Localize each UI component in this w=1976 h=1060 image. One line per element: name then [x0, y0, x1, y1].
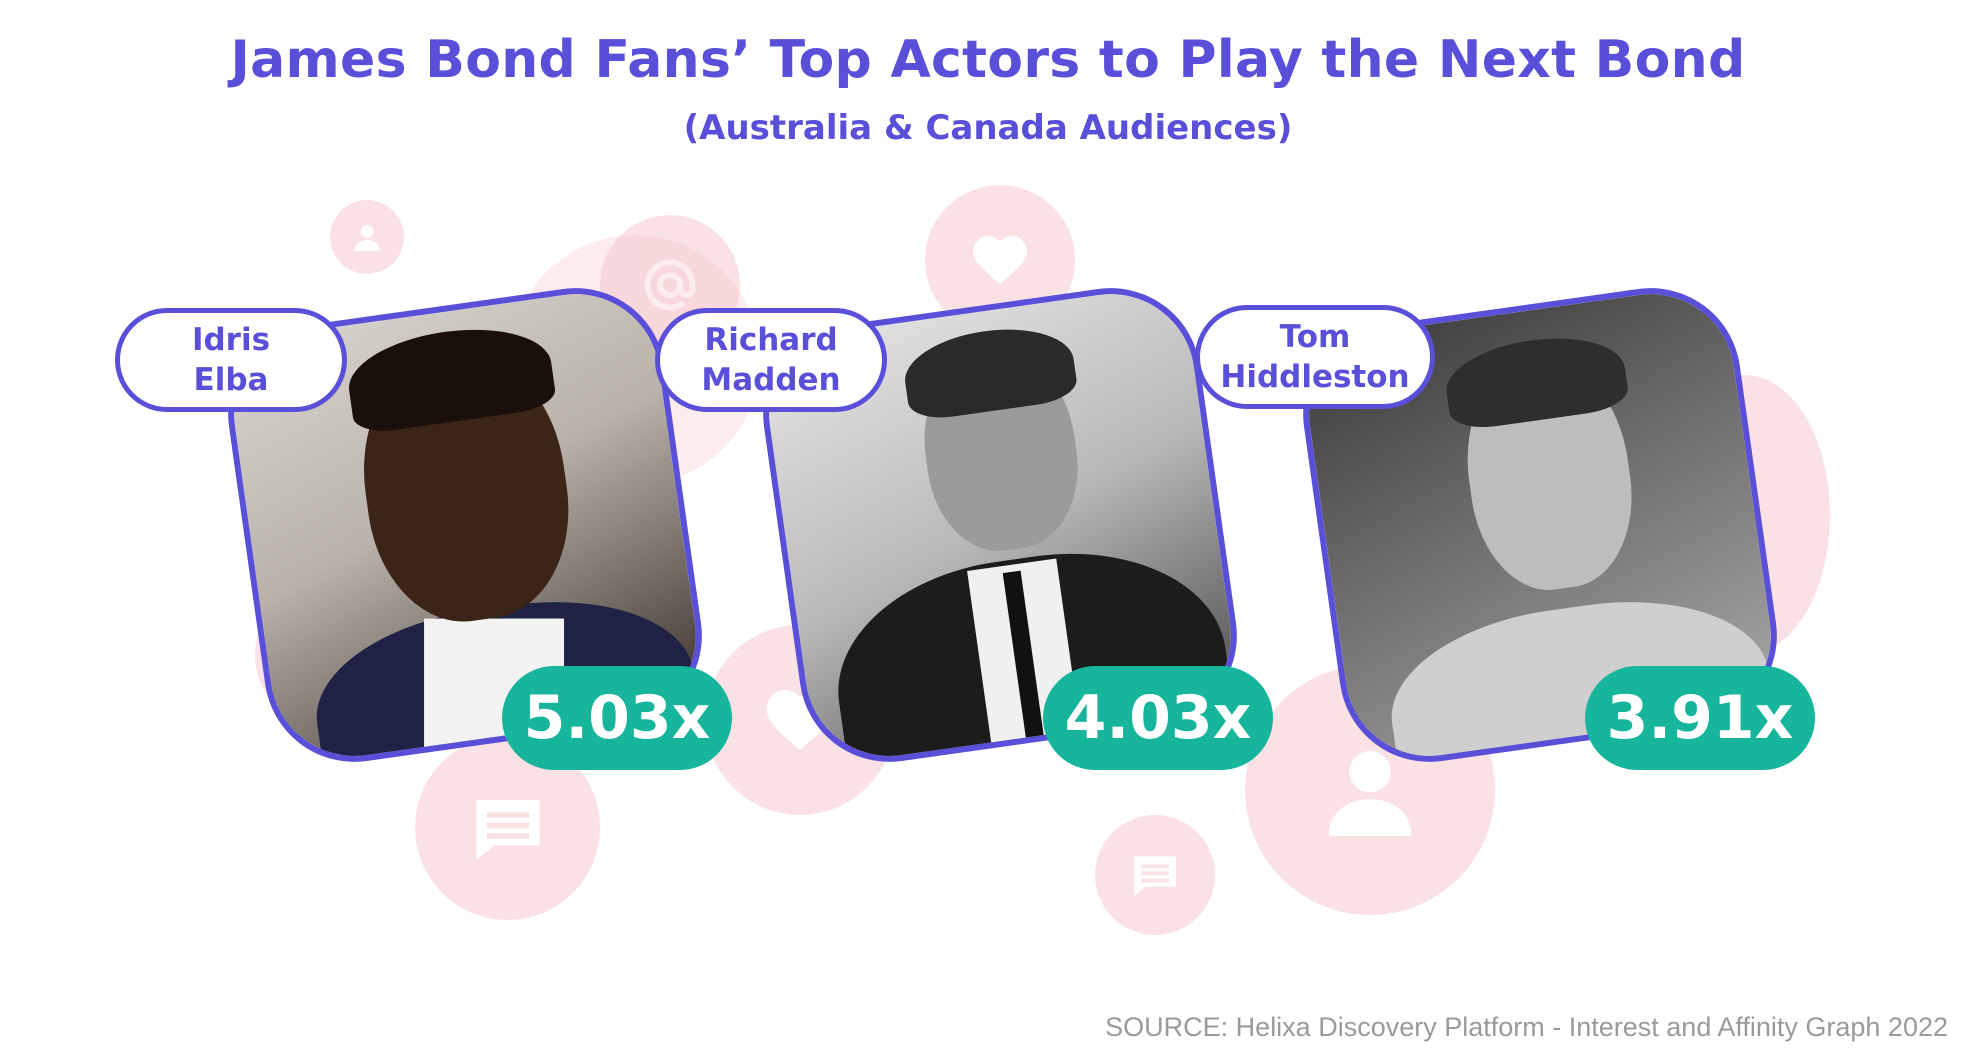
- at-icon: [644, 259, 696, 311]
- affinity-score-badge-3: 3.91x: [1585, 666, 1815, 770]
- actor-last-name: Hiddleston: [1220, 359, 1410, 395]
- affinity-score-badge-1: 5.03x: [502, 666, 732, 770]
- bubble-chat-icon-center: [1095, 815, 1215, 935]
- actor-first-name: Tom: [1279, 319, 1351, 355]
- bubble-user-icon-small: [330, 200, 404, 274]
- actor-first-name: Idris: [191, 322, 271, 358]
- bubble-chat-icon-left: [415, 735, 600, 920]
- heart-icon: [973, 236, 1027, 284]
- actor-name-badge-1: Idris Elba: [115, 308, 347, 412]
- actor-name-badge-3: Tom Hiddleston: [1195, 305, 1435, 409]
- page-title: James Bond Fans’ Top Actors to Play the …: [230, 30, 1746, 90]
- actor-last-name: Elba: [193, 362, 269, 398]
- page-subtitle: (Australia & Canada Audiences): [683, 108, 1293, 148]
- actor-first-name: Richard: [704, 322, 838, 358]
- source-citation: SOURCE: Helixa Discovery Platform - Inte…: [1105, 1012, 1948, 1042]
- actor-name-badge-2: Richard Madden: [655, 308, 887, 412]
- affinity-score-badge-2: 4.03x: [1043, 666, 1273, 770]
- chat-icon: [476, 799, 539, 859]
- actor-last-name: Madden: [701, 362, 841, 398]
- user-icon: [354, 224, 380, 252]
- chat-icon: [1134, 856, 1176, 896]
